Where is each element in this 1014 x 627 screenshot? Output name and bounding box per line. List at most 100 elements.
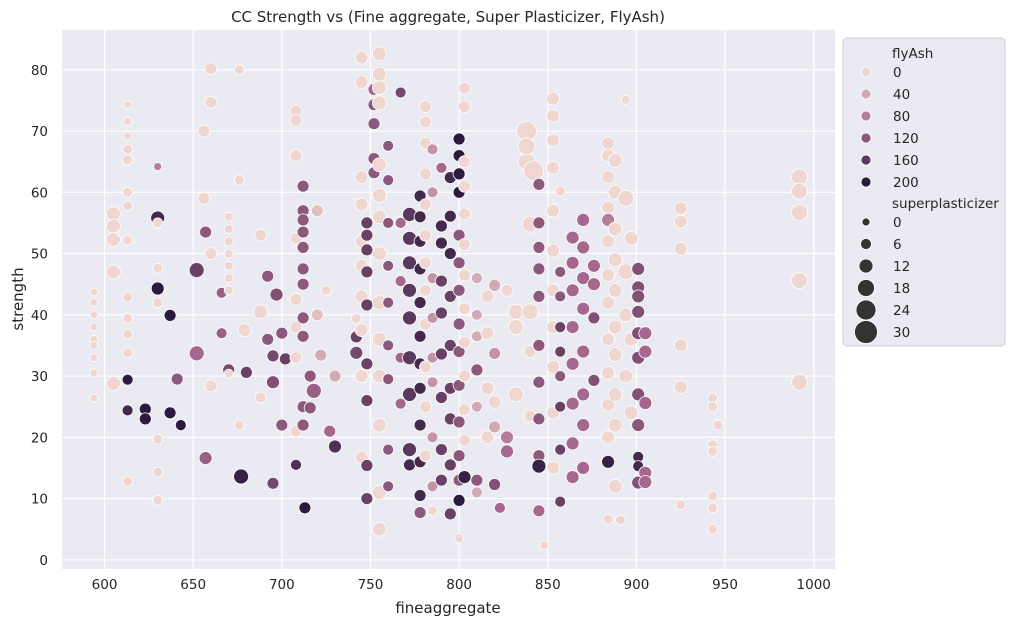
data-point <box>296 329 310 343</box>
data-point <box>565 283 580 298</box>
data-point <box>303 369 317 383</box>
data-point <box>546 359 560 374</box>
legend-hue-label: 200 <box>893 175 919 191</box>
data-point <box>122 186 133 198</box>
data-point <box>791 182 808 200</box>
data-point <box>443 458 457 472</box>
data-point <box>174 419 187 432</box>
data-point <box>254 228 268 242</box>
data-point <box>360 298 374 312</box>
data-point <box>371 80 387 95</box>
data-point <box>508 303 524 320</box>
data-point <box>576 460 591 475</box>
data-point <box>426 376 439 389</box>
x-tick-label: 700 <box>269 577 295 593</box>
x-tick-label: 800 <box>446 577 472 593</box>
data-point <box>290 458 302 471</box>
legend-size-swatch <box>857 279 875 297</box>
data-point <box>480 430 495 445</box>
data-point <box>266 349 280 363</box>
data-point <box>350 313 362 324</box>
data-point <box>367 117 381 131</box>
data-point <box>199 225 213 239</box>
data-point <box>576 344 591 359</box>
data-point <box>434 274 448 288</box>
data-point <box>601 366 615 380</box>
data-point <box>278 352 292 366</box>
legend-hue-swatch <box>860 176 872 188</box>
legend-size-label: 12 <box>893 259 910 275</box>
data-point <box>426 143 439 156</box>
x-tick-label: 650 <box>180 577 206 593</box>
data-point <box>532 177 546 191</box>
data-point <box>289 114 303 127</box>
data-point <box>360 394 374 408</box>
data-point <box>122 328 133 340</box>
data-point <box>480 289 495 304</box>
data-point <box>791 272 808 289</box>
data-point <box>576 418 591 433</box>
data-point <box>532 375 546 389</box>
data-point <box>419 228 432 242</box>
data-point <box>382 339 395 352</box>
data-point <box>434 443 448 457</box>
data-point <box>419 400 432 414</box>
data-point <box>204 247 218 261</box>
data-point <box>371 484 387 500</box>
data-point <box>607 153 623 168</box>
y-tick-labels: 0 10 20 30 40 50 60 70 80 <box>31 63 48 569</box>
data-point <box>531 458 547 474</box>
data-point <box>443 289 457 303</box>
data-point <box>601 170 615 184</box>
data-point <box>360 216 374 230</box>
data-point <box>458 81 471 95</box>
data-point <box>360 265 374 279</box>
legend-hue-title: flyAsh <box>892 46 933 62</box>
data-point <box>223 285 234 296</box>
data-point <box>458 433 471 447</box>
y-tick-label: 10 <box>31 492 48 508</box>
data-point <box>419 198 432 212</box>
data-point <box>707 401 719 413</box>
data-point <box>554 290 567 303</box>
data-point <box>223 248 234 259</box>
data-point <box>123 116 132 126</box>
data-point <box>371 66 387 82</box>
data-point <box>371 521 387 537</box>
data-point <box>106 264 121 280</box>
data-point <box>607 347 623 363</box>
data-point <box>521 303 539 321</box>
data-point <box>296 213 310 227</box>
y-tick-label: 60 <box>31 185 48 201</box>
data-point <box>546 108 560 123</box>
data-point <box>261 332 275 346</box>
data-point <box>434 236 448 250</box>
data-point <box>138 412 152 426</box>
data-point <box>435 161 448 174</box>
data-point <box>673 241 688 256</box>
data-point <box>354 197 369 212</box>
data-point <box>328 439 342 454</box>
data-point <box>452 493 466 507</box>
legend-size-label: 24 <box>893 303 910 319</box>
data-point <box>223 211 234 222</box>
data-point <box>500 283 514 297</box>
data-point <box>106 375 121 391</box>
y-tick-label: 30 <box>31 369 48 385</box>
x-tick-label: 900 <box>624 577 650 593</box>
data-point <box>470 400 483 413</box>
legend-box <box>842 37 1006 347</box>
x-tick-label: 600 <box>92 577 118 593</box>
data-point <box>617 263 635 281</box>
data-point <box>413 506 427 519</box>
legend-hue-swatch <box>860 154 872 166</box>
data-point <box>402 310 417 326</box>
data-point <box>607 319 623 335</box>
data-point <box>419 167 432 181</box>
data-point <box>601 454 615 469</box>
data-point <box>371 187 387 203</box>
legend: flyAsh 0 40 80 120 160 200 superplasticizer 0… <box>842 37 1006 347</box>
data-point <box>617 189 635 207</box>
data-point <box>106 232 121 247</box>
data-point <box>452 167 466 181</box>
